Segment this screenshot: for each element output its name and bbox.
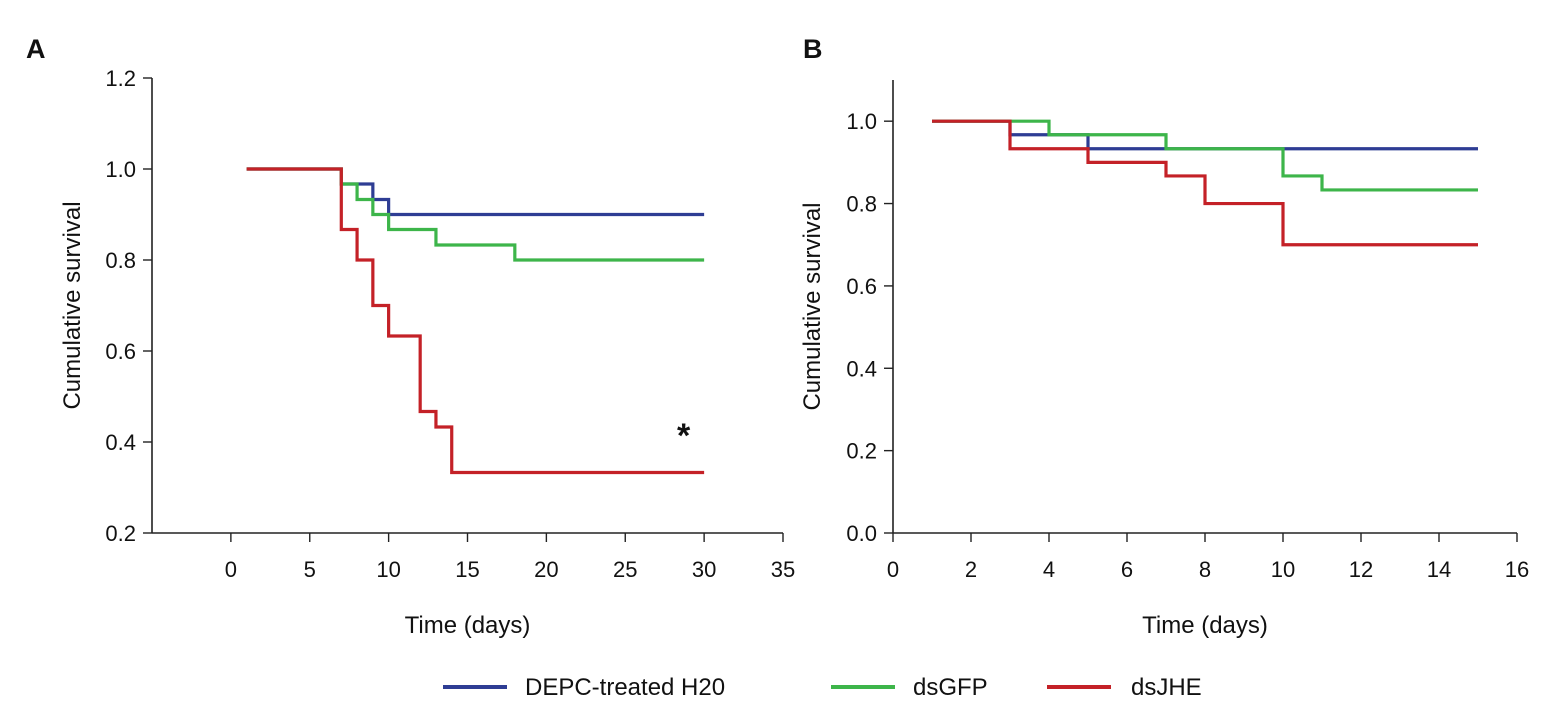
y-tick-label: 0.6 [846,274,877,299]
x-tick-label: 2 [965,557,977,582]
x-tick-label: 35 [771,557,795,582]
y-tick-label: 0.2 [846,439,877,464]
x-axis-title: Time (days) [405,612,531,639]
x-tick-label: 6 [1121,557,1133,582]
series-line-dsjhe [932,119,1478,247]
x-tick-label: 20 [534,557,558,582]
y-tick-label: 1.0 [105,157,136,182]
x-tick-label: 30 [692,557,716,582]
x-tick-label: 10 [376,557,400,582]
y-tick-label: 0.8 [105,248,136,273]
x-tick-label: 4 [1043,557,1055,582]
series-line-depc-treated-h20 [246,167,705,217]
panel-letter: A [26,34,46,64]
x-tick-label: 15 [455,557,479,582]
y-tick-label: 0.6 [105,339,136,364]
x-tick-label: 8 [1199,557,1211,582]
x-tick-label: 25 [613,557,637,582]
y-tick-label: 0.8 [846,192,877,217]
y-tick-label: 0.0 [846,521,877,546]
y-tick-label: 1.0 [846,109,877,134]
panel-b: B 0 2 4 6 8 10 12 14 16 0.0 0.2 0.4 0.6 0.8 1.0 Time (da… [799,34,1529,639]
legend-label-depc-treated-h20: DEPC-treated H20 [525,674,725,701]
legend-label-dsgfp: dsGFP [913,674,988,701]
x-tick-label: 5 [304,557,316,582]
series-line-dsgfp [932,119,1478,192]
y-axis-title: Cumulative survival [799,202,826,410]
y-tick-label: 0.2 [105,521,136,546]
panel-a: A 0 5 10 15 20 25 30 35 0.2 0.4 0.6 0.8 1.0 1.2 Time (d… [26,34,795,639]
series-line-dsgfp [246,167,705,262]
y-tick-label: 0.4 [105,430,136,455]
x-tick-label: 0 [887,557,899,582]
x-tick-label: 16 [1505,557,1529,582]
x-tick-label: 10 [1271,557,1295,582]
x-tick-label: 0 [225,557,237,582]
legend: DEPC-treated H20 dsGFP dsJHE [443,674,1202,701]
y-tick-label: 0.4 [846,356,877,381]
series-line-depc-treated-h20 [932,119,1478,151]
legend-label-dsjhe: dsJHE [1131,674,1202,701]
y-axis-title: Cumulative survival [59,201,86,409]
panel-letter: B [803,34,823,64]
series-line-dsjhe [246,167,705,475]
significance-annotation: * [677,417,691,455]
x-tick-label: 14 [1427,557,1451,582]
x-tick-label: 12 [1349,557,1373,582]
y-tick-label: 1.2 [105,66,136,91]
x-axis-title: Time (days) [1142,612,1268,639]
